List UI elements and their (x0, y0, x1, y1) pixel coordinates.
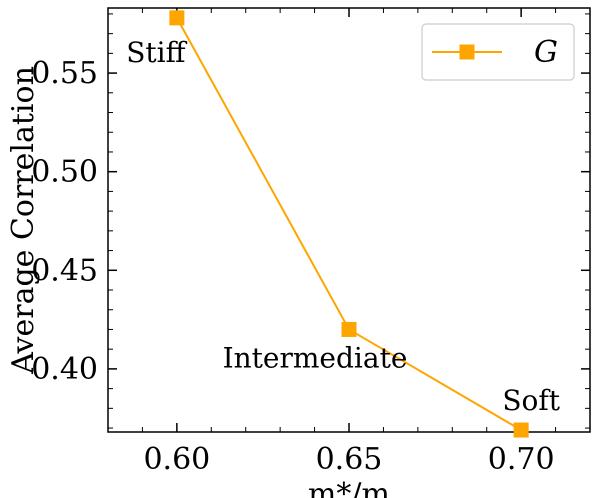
axis-ticks (107, 8, 591, 432)
y-tick-label: 0.40 (31, 352, 98, 387)
legend: G (421, 23, 575, 81)
legend-marker-icon (459, 44, 475, 60)
point-annotation: Intermediate (223, 341, 408, 374)
x-tick-label: 0.60 (143, 442, 210, 477)
point-annotation: Stiff (126, 36, 187, 69)
x-tick-label: 0.65 (316, 442, 383, 477)
point-annotations: Stiff Intermediate Soft (126, 36, 561, 417)
series-markers-g (169, 10, 529, 438)
x-axis-title: m*/m (308, 477, 390, 498)
data-point-marker (341, 321, 357, 337)
y-tick-label: 0.50 (31, 155, 98, 190)
y-axis-title: Average Correlation (6, 66, 41, 375)
x-tick-label: 0.70 (488, 442, 555, 477)
point-annotation: Soft (502, 384, 560, 417)
y-tick-label: 0.45 (31, 253, 98, 288)
legend-label-g: G (534, 35, 558, 70)
data-point-marker (169, 10, 185, 26)
y-tick-label: 0.55 (31, 56, 98, 91)
axis-tick-labels: 0.60 0.65 0.70 0.40 0.45 0.50 0.55 (31, 56, 554, 477)
data-point-marker (513, 422, 529, 438)
